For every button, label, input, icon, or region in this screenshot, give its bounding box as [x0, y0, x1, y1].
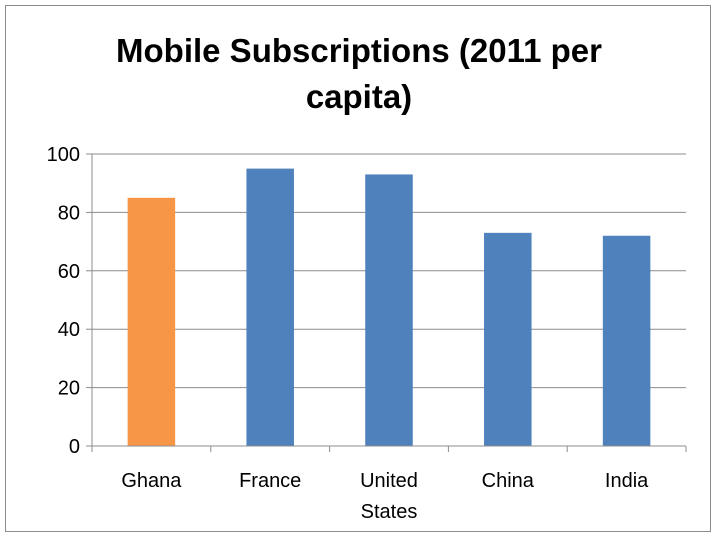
x-tick-label-china: China: [482, 470, 535, 492]
x-tick-label-united-states-line-2: States: [361, 501, 418, 523]
y-tick-label-40: 40: [58, 319, 80, 341]
bar-china: [484, 232, 532, 446]
x-tick-label-france: France: [239, 470, 301, 492]
y-tick-label-100: 100: [47, 144, 80, 166]
x-tick-labels: Ghana France United States China India: [121, 470, 649, 523]
chart-title: Mobile Subscriptions (2011 per capita): [0, 28, 718, 120]
y-tick-label-80: 80: [58, 202, 80, 224]
y-tick-label-0: 0: [69, 436, 80, 458]
bars: [127, 168, 651, 446]
bar-ghana: [127, 197, 176, 446]
axes: [86, 153, 687, 452]
x-tick-label-united-states-line-1: United: [360, 470, 418, 492]
y-tick-label-20: 20: [58, 378, 80, 400]
x-tick-label-india: India: [605, 470, 649, 492]
bar-india: [602, 235, 651, 446]
bar-france: [246, 168, 294, 446]
chart-frame: [5, 5, 711, 532]
bar-united-states: [365, 174, 413, 446]
y-tick-label-60: 60: [58, 261, 80, 283]
x-tick-label-ghana: Ghana: [121, 470, 182, 492]
chart-title-line-1: Mobile Subscriptions (2011 per: [116, 32, 602, 69]
y-tick-labels: 0 20 40 60 80 100: [47, 144, 80, 458]
chart-title-line-2: capita): [305, 78, 413, 115]
